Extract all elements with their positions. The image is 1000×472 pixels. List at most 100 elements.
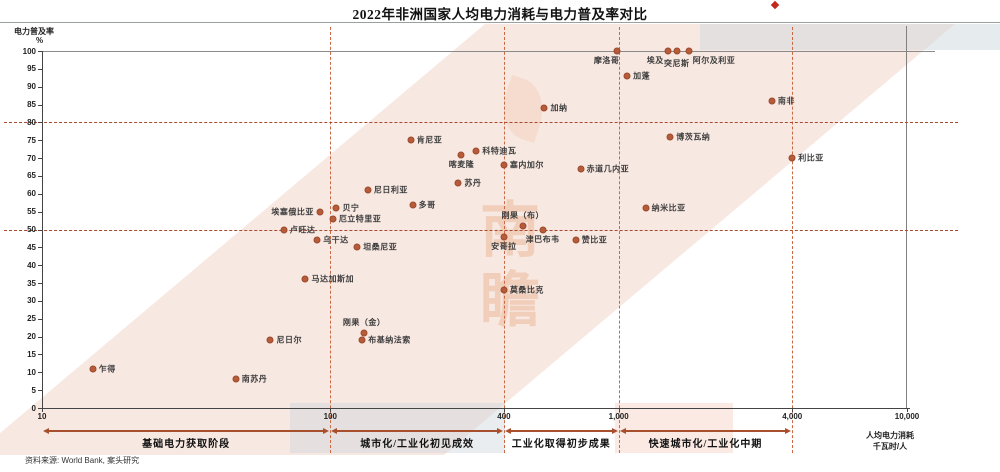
data-point-赞比亚 bbox=[572, 236, 580, 244]
data-point-埃及 bbox=[664, 47, 672, 55]
y-tick-95 bbox=[38, 68, 42, 70]
data-point-肯尼亚 bbox=[407, 136, 415, 144]
data-label-埃及: 埃及 bbox=[646, 56, 664, 65]
x-axis-title-line2: 千瓦时/人 bbox=[872, 442, 908, 451]
data-label-坦桑尼亚: 坦桑尼亚 bbox=[363, 242, 398, 252]
arrowhead-right-icon bbox=[323, 427, 330, 434]
data-label-肯尼亚: 肯尼亚 bbox=[416, 135, 443, 145]
x-tick-10 bbox=[42, 408, 43, 412]
plot-border-top bbox=[42, 51, 935, 52]
x-tick-label-10000: 10,000 bbox=[894, 412, 920, 421]
data-label-赤道几内亚: 赤道几内亚 bbox=[586, 164, 630, 174]
data-label-阿尔及利亚: 阿尔及利亚 bbox=[692, 56, 736, 65]
y-tick-label-5: 5 bbox=[31, 385, 36, 395]
data-label-尼日尔: 尼日尔 bbox=[276, 335, 302, 345]
y-tick-10 bbox=[38, 372, 42, 374]
y-tick-65 bbox=[38, 175, 42, 177]
data-label-南非: 南非 bbox=[777, 96, 795, 106]
data-point-多哥 bbox=[409, 201, 417, 208]
data-label-加蓬: 加蓬 bbox=[633, 71, 651, 81]
data-point-乌干达 bbox=[313, 236, 321, 244]
gridline-horizontal-50 bbox=[4, 229, 958, 231]
x-tick-1000 bbox=[618, 408, 620, 412]
data-point-刚果（金） bbox=[360, 329, 368, 337]
source-note: 资料来源: World Bank, 案头研究 bbox=[25, 456, 140, 465]
data-point-埃塞俄比亚 bbox=[316, 208, 324, 216]
title-divider bbox=[0, 22, 1000, 23]
x-tick-10000 bbox=[907, 408, 908, 412]
y-tick-label-35: 35 bbox=[27, 278, 36, 288]
y-tick-45 bbox=[38, 247, 42, 249]
y-tick-35 bbox=[38, 283, 42, 285]
arrowhead-left-icon bbox=[619, 427, 626, 434]
x-tick-400 bbox=[503, 408, 505, 412]
data-point-突尼斯 bbox=[673, 47, 681, 55]
data-point-喀麦隆 bbox=[457, 151, 465, 159]
y-tick-label-90: 90 bbox=[27, 82, 36, 92]
data-label-津巴布韦: 津巴布韦 bbox=[525, 234, 560, 244]
data-point-马达加斯加 bbox=[301, 275, 309, 283]
data-point-阿尔及利亚 bbox=[685, 47, 693, 55]
brand-watermark: 南瞻 bbox=[480, 198, 540, 334]
y-tick-label-15: 15 bbox=[27, 349, 36, 359]
x-axis-title-line1: 人均电力消耗 bbox=[866, 431, 914, 440]
y-tick-85 bbox=[38, 104, 42, 106]
data-label-博茨瓦纳: 博茨瓦纳 bbox=[676, 132, 711, 142]
data-point-加蓬 bbox=[623, 72, 631, 80]
stage-arrow-0 bbox=[43, 427, 330, 434]
data-label-利比亚: 利比亚 bbox=[798, 153, 824, 163]
data-point-布基纳法索 bbox=[358, 336, 366, 344]
data-point-科特迪瓦 bbox=[472, 147, 480, 155]
y-tick-label-30: 30 bbox=[27, 296, 36, 306]
y-tick-label-60: 60 bbox=[27, 189, 36, 199]
data-label-苏丹: 苏丹 bbox=[464, 178, 482, 188]
arrowhead-right-icon bbox=[611, 427, 618, 434]
stage-label-3: 快速城市化/工业化中期 bbox=[648, 439, 763, 450]
x-tick-label-100: 100 bbox=[323, 412, 338, 421]
y-tick-label-0: 0 bbox=[31, 403, 36, 413]
data-label-纳米比亚: 纳米比亚 bbox=[651, 203, 686, 213]
data-label-马达加斯加: 马达加斯加 bbox=[311, 274, 354, 284]
data-label-摩洛哥: 摩洛哥 bbox=[593, 56, 620, 65]
data-label-塞内加尔: 塞内加尔 bbox=[509, 160, 544, 170]
data-point-塞内加尔 bbox=[500, 161, 508, 169]
arrowhead-left-icon bbox=[331, 427, 338, 434]
gridline-vertical-100 bbox=[330, 27, 332, 453]
data-label-加纳: 加纳 bbox=[550, 103, 568, 113]
data-label-卢旺达: 卢旺达 bbox=[289, 225, 316, 234]
stage-arrow-2 bbox=[504, 427, 618, 434]
y-tick-label-100: 100 bbox=[22, 46, 36, 56]
stage-label-0: 基础电力获取阶段 bbox=[142, 439, 231, 450]
data-label-南苏丹: 南苏丹 bbox=[241, 374, 268, 384]
data-label-多哥: 多哥 bbox=[418, 200, 436, 209]
y-tick-label-10: 10 bbox=[27, 367, 36, 377]
arrowhead-right-icon bbox=[785, 427, 792, 434]
y-axis-unit: % bbox=[36, 36, 44, 45]
data-point-刚果（布） bbox=[519, 222, 527, 230]
y-axis-title: 电力普及率 bbox=[14, 27, 54, 36]
y-tick-label-55: 55 bbox=[27, 207, 36, 217]
data-point-厄立特里亚 bbox=[329, 215, 337, 223]
y-tick-80 bbox=[38, 122, 42, 124]
data-point-莫桑比克 bbox=[500, 286, 508, 294]
data-point-加纳 bbox=[540, 104, 548, 112]
x-axis-line bbox=[40, 408, 910, 409]
x-tick-label-1000: 1,000 bbox=[608, 412, 629, 421]
stage-arrow-1 bbox=[331, 427, 503, 434]
x-axis-title: 人均电力消耗 千瓦时/人 bbox=[830, 430, 950, 452]
data-point-苏丹 bbox=[454, 179, 462, 187]
y-tick-60 bbox=[38, 193, 42, 195]
y-tick-90 bbox=[38, 86, 42, 88]
data-label-乍得: 乍得 bbox=[98, 364, 116, 374]
y-tick-label-45: 45 bbox=[27, 242, 36, 252]
data-label-尼日利亚: 尼日利亚 bbox=[373, 185, 408, 195]
gridline-vertical-4000 bbox=[792, 27, 794, 453]
y-tick-55 bbox=[38, 211, 42, 213]
y-tick-label-65: 65 bbox=[27, 171, 36, 181]
y-tick-5 bbox=[38, 390, 42, 392]
y-tick-label-95: 95 bbox=[27, 64, 36, 74]
data-label-刚果（金）: 刚果（金） bbox=[342, 318, 386, 328]
stage-arrow-3 bbox=[619, 427, 792, 434]
y-tick-25 bbox=[38, 318, 42, 320]
